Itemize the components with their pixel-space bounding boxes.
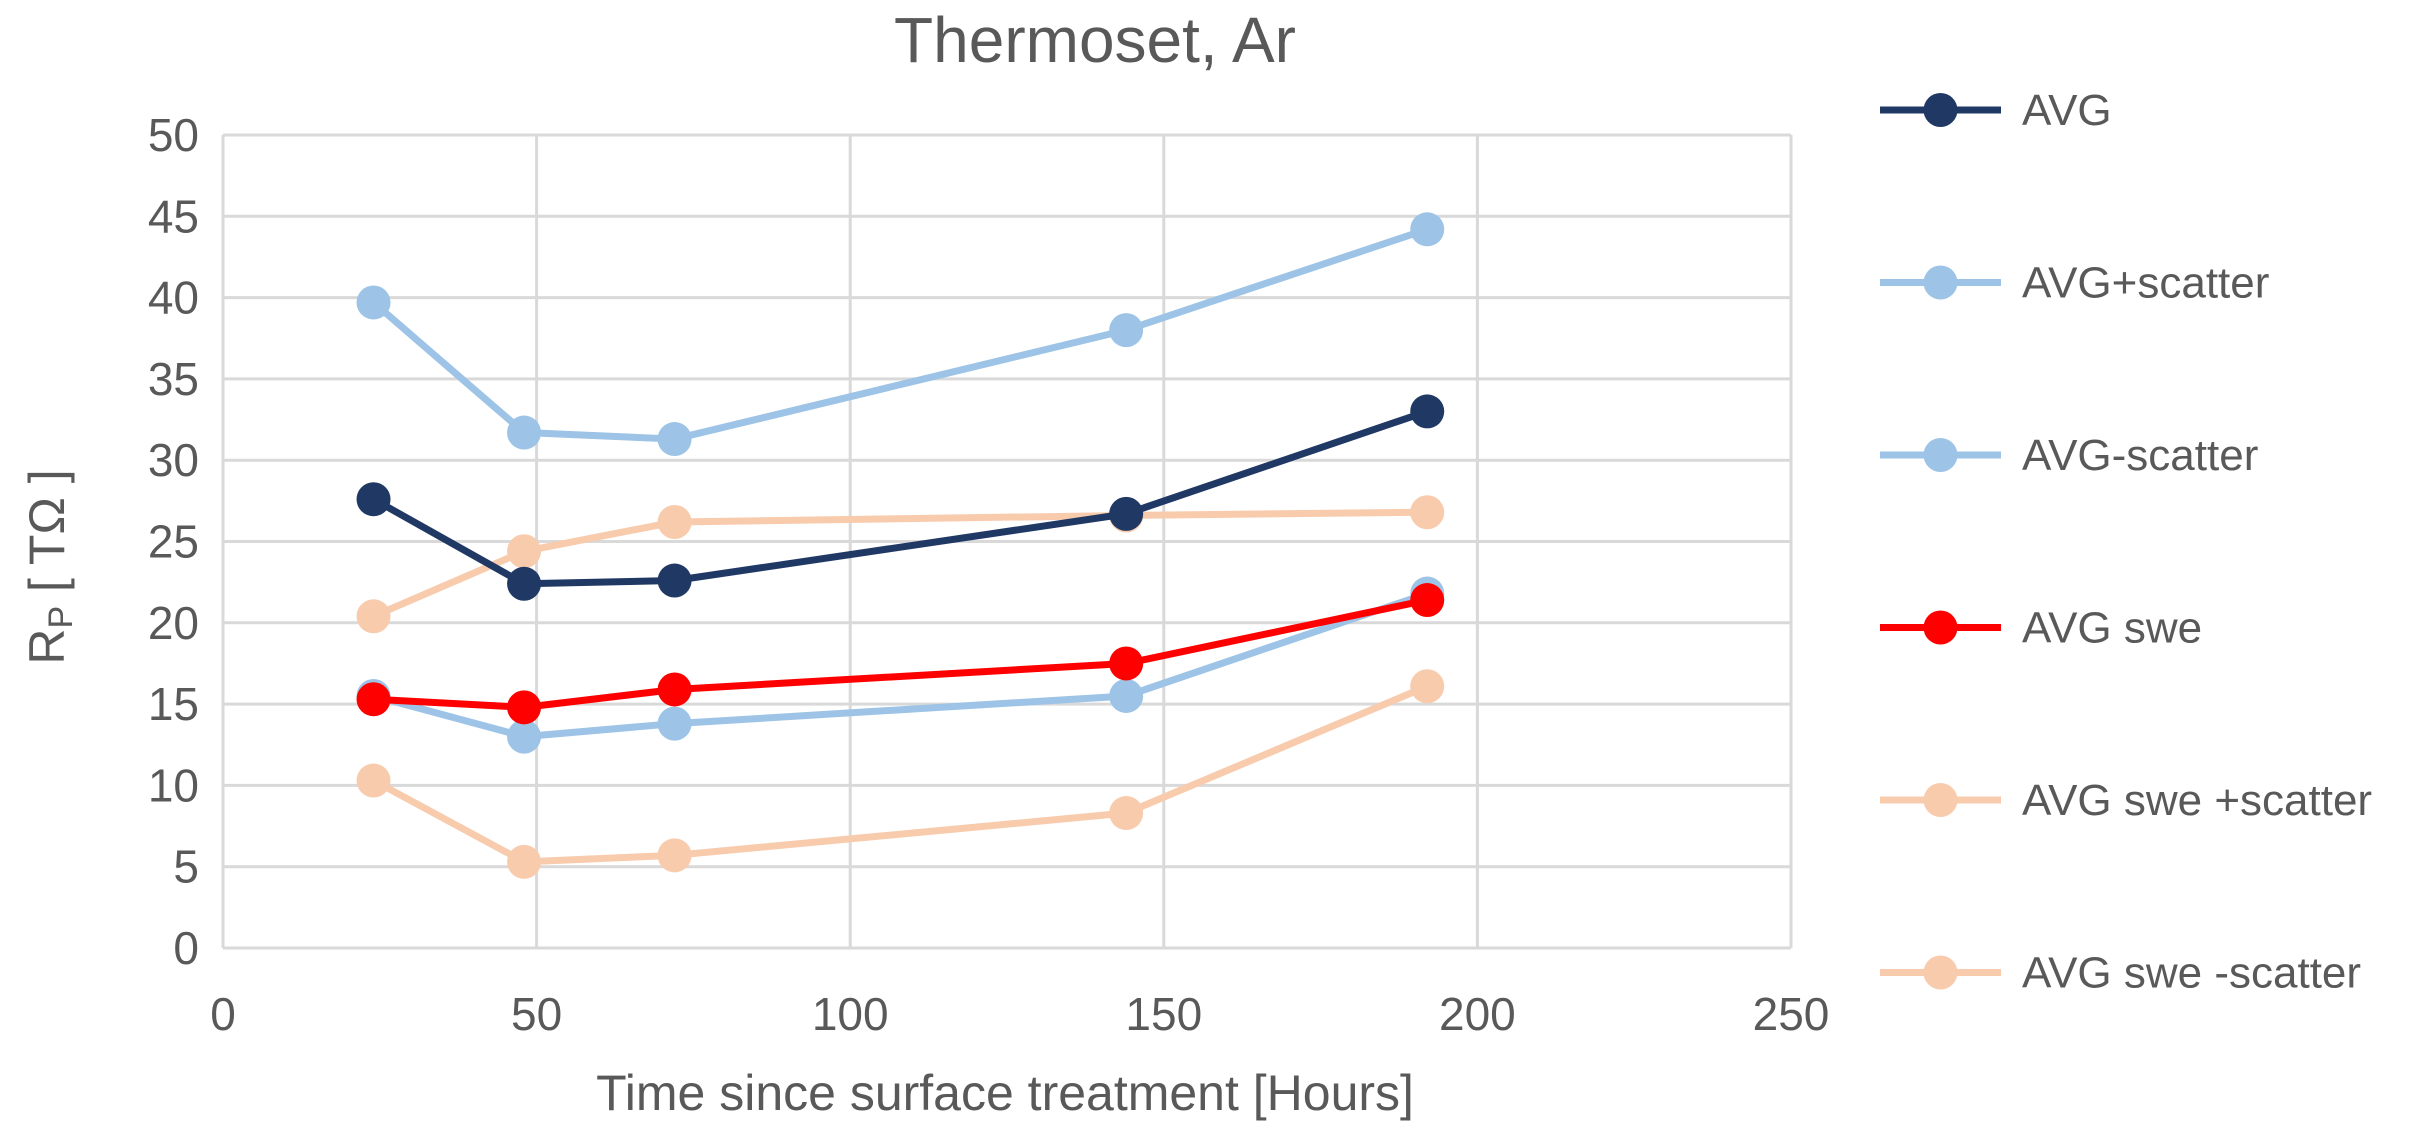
- data-point-avg-swe: [657, 672, 692, 707]
- legend-item: AVG-scatter: [1880, 431, 2258, 480]
- data-point-avg-swe-scatter: [356, 763, 391, 798]
- data-point-avg-scatter: [507, 415, 542, 450]
- data-point-avg-swe-scatter: [356, 599, 391, 634]
- series-avg-swe-scatter: [356, 495, 1445, 634]
- y-tick-label: 45: [148, 190, 199, 242]
- data-point-avg: [1410, 394, 1445, 429]
- data-point-avg-scatter: [356, 285, 391, 320]
- data-point-avg-swe-scatter: [1109, 796, 1144, 831]
- y-tick-label: 0: [173, 922, 199, 974]
- data-point-avg: [657, 563, 692, 598]
- tick-labels: 0 5 10 15 20 25 30 35 40 45 50 0 50 100 150 200 250: [148, 109, 1830, 1040]
- data-point-avg: [507, 566, 542, 601]
- y-tick-label: 35: [148, 353, 199, 405]
- y-tick-label: 50: [148, 109, 199, 161]
- y-tick-label: 15: [148, 678, 199, 730]
- chart-title: Thermoset, Ar: [894, 4, 1296, 76]
- legend-label: AVG+scatter: [2022, 259, 2269, 308]
- x-tick-label: 0: [210, 988, 236, 1040]
- data-point-avg-swe-scatter: [507, 844, 542, 879]
- legend-item: AVG: [1880, 86, 2112, 135]
- data-point-avg-scatter: [1109, 313, 1144, 348]
- x-axis-label: Time since surface treatment [Hours]: [596, 1065, 1414, 1121]
- series-line-avg-swe: [373, 596, 1428, 711]
- y-tick-label: 20: [148, 597, 199, 649]
- data-point-avg-scatter: [507, 719, 542, 754]
- legend-label: AVG swe +scatter: [2022, 776, 2372, 825]
- y-tick-label: 5: [173, 841, 199, 893]
- data-point-avg-swe-scatter: [507, 534, 542, 569]
- legend-label: AVG swe -scatter: [2022, 949, 2361, 998]
- series-avg-swe-scatter: [356, 669, 1445, 879]
- series-avg-scatter: [356, 576, 1445, 754]
- data-point-avg-swe-scatter: [657, 504, 692, 539]
- data-point-avg-swe: [1410, 583, 1445, 618]
- x-tick-label: 100: [812, 988, 889, 1040]
- data-point-avg-scatter: [1109, 678, 1144, 713]
- legend-swatch-marker: [1923, 265, 1958, 300]
- legend-label: AVG: [2022, 86, 2112, 135]
- data-point-avg-swe-scatter: [657, 838, 692, 873]
- y-tick-label: 30: [148, 434, 199, 486]
- series-avg: [356, 394, 1445, 601]
- data-point-avg: [1109, 496, 1144, 531]
- legend-item: AVG swe: [1880, 604, 2202, 653]
- y-tick-label: 25: [148, 516, 199, 568]
- legend-swatch-marker: [1923, 93, 1958, 127]
- legend-label: AVG-scatter: [2022, 431, 2258, 480]
- legend-item: AVG swe +scatter: [1880, 776, 2372, 825]
- legend: AVG AVG+scatter AVG-scatter AVG swe AVG swe …: [1880, 86, 2372, 998]
- legend-swatch-marker: [1923, 955, 1958, 990]
- plot-area: [356, 212, 1445, 879]
- legend-item: AVG swe -scatter: [1880, 949, 2361, 998]
- y-tick-label: 40: [148, 272, 199, 324]
- series-avg-scatter: [356, 212, 1445, 457]
- legend-swatch-marker: [1923, 438, 1958, 472]
- x-tick-label: 150: [1125, 988, 1202, 1040]
- data-point-avg-swe: [1109, 646, 1144, 681]
- x-tick-label: 250: [1753, 988, 1830, 1040]
- y-axis-label-sub: P: [42, 606, 80, 629]
- series-avg-swe: [356, 583, 1445, 725]
- data-point-avg-scatter: [1410, 212, 1445, 247]
- y-axis-label: RP [ TΩ ]: [19, 469, 80, 664]
- data-point-avg-swe-scatter: [1410, 669, 1445, 704]
- data-point-avg-scatter: [657, 706, 692, 741]
- legend-swatch-marker: [1923, 610, 1958, 645]
- legend-item: AVG+scatter: [1880, 259, 2269, 308]
- legend-label: AVG swe: [2022, 604, 2202, 653]
- data-point-avg: [356, 482, 391, 517]
- data-point-avg-swe: [507, 690, 542, 725]
- series-line-avg-scatter: [371, 225, 1429, 443]
- data-point-avg-swe: [356, 682, 391, 717]
- x-tick-label: 200: [1439, 988, 1516, 1040]
- data-point-avg-scatter: [657, 422, 692, 457]
- y-axis-label-main: R: [19, 629, 75, 665]
- legend-swatch-marker: [1923, 783, 1958, 817]
- data-point-avg-swe-scatter: [1410, 495, 1445, 530]
- y-tick-label: 10: [148, 759, 199, 811]
- y-axis-label-unit: [ TΩ ]: [19, 469, 75, 605]
- x-tick-label: 50: [511, 988, 562, 1040]
